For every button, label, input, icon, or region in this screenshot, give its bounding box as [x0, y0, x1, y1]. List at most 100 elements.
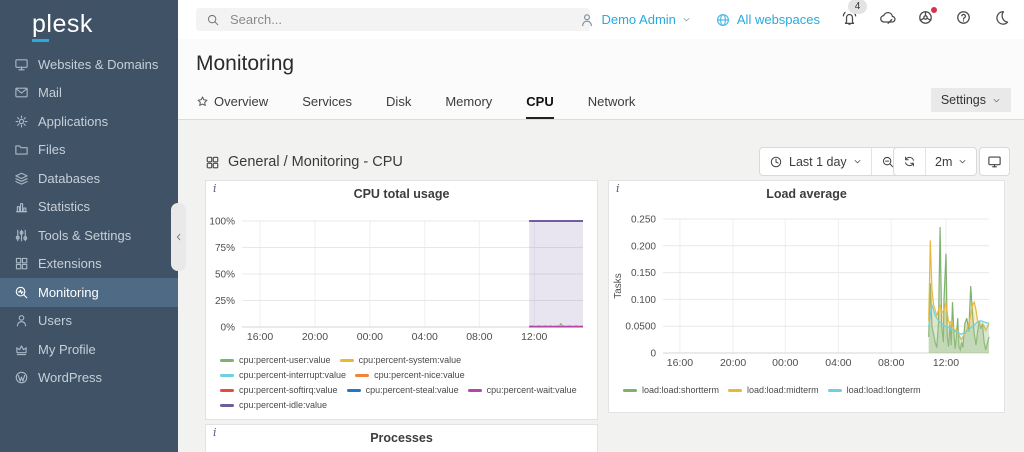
svg-text:08:00: 08:00	[466, 331, 492, 343]
sidebar-item-label: My Profile	[38, 341, 96, 357]
legend-swatch	[339, 359, 354, 362]
legend-label: cpu:percent-wait:value	[486, 385, 577, 395]
sidebar-item-label: Users	[38, 313, 72, 329]
load-chart-legend: load:load:shortterm load:load:midterm load…	[623, 383, 996, 398]
legend-item[interactable]: load:load:longterm	[827, 383, 921, 398]
sidebar-item-statistics[interactable]: Statistics	[0, 193, 178, 222]
time-range-group: Last 1 day	[759, 147, 905, 176]
sidebar-item-applications[interactable]: Applications	[0, 107, 178, 136]
sidebar-item-databases[interactable]: Databases	[0, 164, 178, 193]
legend-item[interactable]: cpu:percent-softirq:value	[220, 383, 338, 398]
svg-text:0.150: 0.150	[631, 268, 656, 279]
sidebar-item-my-profile[interactable]: My Profile	[0, 335, 178, 364]
legend-label: cpu:percent-user:value	[239, 355, 331, 365]
load-average-chart[interactable]: 16:00 20:00 00:00 04:00 08:00 12:00 0 0.0500 0.1…	[609, 209, 1004, 377]
time-range-label: Last 1 day	[789, 154, 847, 169]
monitor-icon	[13, 57, 29, 72]
legend-swatch	[355, 374, 370, 377]
gear-icon	[13, 114, 29, 129]
legend-item[interactable]: cpu:percent-steal:value	[346, 383, 459, 398]
legend-item[interactable]: cpu:percent-wait:value	[467, 383, 577, 398]
legend-item[interactable]: cpu:percent-nice:value	[355, 368, 465, 383]
plesk-logo[interactable]: plesk	[32, 10, 93, 42]
sidebar-item-websites-domains[interactable]: Websites & Domains	[0, 50, 178, 79]
cpu-total-usage-chart[interactable]: 16:00 20:00 00:00 04:00 08:00 12:00 0% 25% 50% 75…	[206, 209, 597, 347]
sidebar-item-label: Extensions	[38, 256, 102, 272]
tab-label: Network	[587, 94, 636, 109]
sidebar-collapse-handle[interactable]	[171, 203, 186, 271]
panel-info-icon[interactable]: i	[213, 426, 217, 439]
notifications-bell-icon[interactable]: 4	[841, 0, 867, 29]
user-menu[interactable]: Demo Admin	[579, 12, 690, 28]
tab-overview[interactable]: Overview	[196, 94, 268, 119]
legend-item[interactable]: cpu:percent-interrupt:value	[220, 368, 346, 383]
tab-label: CPU	[526, 94, 554, 109]
chevron-down-icon	[958, 157, 967, 166]
legend-item[interactable]: cpu:percent-user:value	[220, 353, 331, 368]
chevron-down-icon	[992, 96, 1001, 105]
kiosk-mode-button[interactable]	[979, 147, 1010, 176]
refresh-interval-button[interactable]: 2m	[925, 148, 976, 175]
tab-cpu[interactable]: CPU	[526, 94, 554, 119]
tab-services[interactable]: Services	[302, 94, 352, 119]
topbar-actions: Demo Admin All webspaces 4	[579, 0, 1010, 39]
star-icon	[196, 95, 209, 108]
moon-icon	[993, 9, 1010, 26]
monitoring-tabs: Overview Services Disk Memory CPU Network	[196, 94, 635, 119]
feedback-cloud-icon[interactable]	[879, 9, 896, 29]
svg-text:0.200: 0.200	[631, 241, 656, 252]
search-input[interactable]	[228, 11, 562, 28]
legend-item[interactable]: load:load:midterm	[728, 383, 819, 398]
tab-memory[interactable]: Memory	[445, 94, 492, 119]
legend-label: cpu:percent-softirq:value	[239, 385, 338, 395]
notification-count-badge: 4	[848, 0, 867, 14]
svg-text:75%: 75%	[215, 243, 235, 254]
tab-network[interactable]: Network	[588, 94, 636, 119]
crown-icon	[13, 342, 29, 357]
help-icon[interactable]	[955, 9, 972, 29]
sidebar-item-mail[interactable]: Mail	[0, 79, 178, 108]
legend-label: cpu:percent-interrupt:value	[239, 370, 347, 380]
sidebar-item-wordpress[interactable]: WordPress	[0, 364, 178, 393]
webspaces-selector[interactable]: All webspaces	[715, 12, 820, 28]
sidebar-item-label: Tools & Settings	[38, 227, 132, 243]
refresh-button[interactable]	[894, 148, 925, 175]
sidebar-item-label: Statistics	[38, 199, 91, 215]
bell-icon	[841, 9, 858, 26]
time-range-button[interactable]: Last 1 day	[760, 148, 871, 175]
tab-disk[interactable]: Disk	[386, 94, 411, 119]
svg-text:16:00: 16:00	[247, 331, 273, 343]
svg-text:100%: 100%	[209, 217, 235, 228]
legend-label: load:load:midterm	[747, 385, 819, 395]
sidebar-item-label: Applications	[38, 113, 109, 129]
mail-icon	[13, 85, 29, 100]
sidebar-item-files[interactable]: Files	[0, 136, 178, 165]
sidebar-item-label: Databases	[38, 170, 101, 186]
sidebar-item-extensions[interactable]: Extensions	[0, 250, 178, 279]
sidebar-item-users[interactable]: Users	[0, 307, 178, 336]
svg-text:0.100: 0.100	[631, 295, 656, 306]
zoom-out-button[interactable]	[870, 148, 904, 175]
dark-theme-moon-icon[interactable]	[993, 9, 1010, 29]
legend-label: cpu:percent-steal:value	[365, 385, 459, 395]
search-box[interactable]	[196, 8, 590, 31]
settings-button[interactable]: Settings	[930, 88, 1011, 112]
legend-item[interactable]: cpu:percent-system:value	[339, 353, 461, 368]
sidebar-item-monitoring[interactable]: Monitoring	[0, 278, 178, 307]
wordpress-icon	[13, 370, 29, 385]
refresh-interval-label: 2m	[935, 154, 953, 169]
sidebar-item-tools-settings[interactable]: Tools & Settings	[0, 221, 178, 250]
sidebar-item-label: Monitoring	[38, 284, 99, 300]
grid-icon	[205, 155, 220, 170]
promotions-ball-icon[interactable]	[917, 6, 937, 29]
search-icon	[206, 13, 220, 27]
legend-item[interactable]: cpu:percent-idle:value	[220, 398, 327, 413]
webspaces-label: All webspaces	[736, 12, 820, 27]
panel-info-icon[interactable]: i	[213, 182, 217, 195]
dashboard-breadcrumb[interactable]: General / Monitoring - CPU	[205, 147, 403, 177]
panel-info-icon[interactable]: i	[616, 182, 620, 195]
svg-text:0.0500: 0.0500	[625, 322, 656, 333]
monitoring-icon	[13, 285, 29, 300]
legend-item[interactable]: load:load:shortterm	[623, 383, 719, 398]
